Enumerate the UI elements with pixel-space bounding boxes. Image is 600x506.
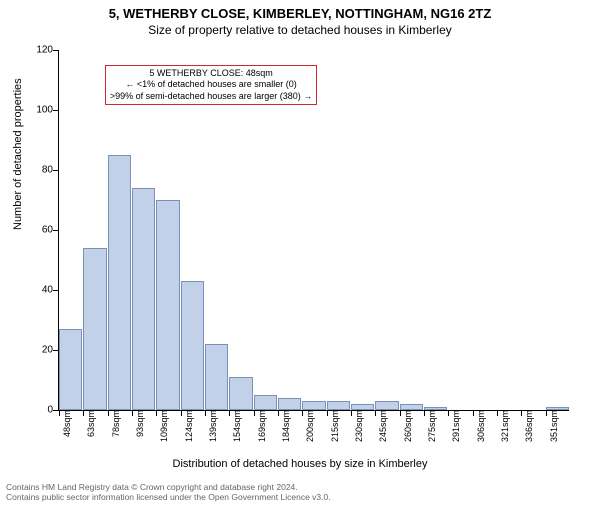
x-tick-label: 63sqm [86, 410, 96, 437]
y-tick [53, 50, 59, 51]
x-tick [546, 410, 547, 416]
bar [132, 188, 155, 410]
x-axis-title: Distribution of detached houses by size … [0, 458, 600, 470]
x-tick-label: 351sqm [549, 410, 559, 442]
x-tick-label: 260sqm [403, 410, 413, 442]
x-tick-label: 230sqm [354, 410, 364, 442]
x-tick-label: 93sqm [135, 410, 145, 437]
x-tick [351, 410, 352, 416]
x-tick [59, 410, 60, 416]
x-tick [497, 410, 498, 416]
y-tick-label: 40 [23, 285, 53, 296]
annotation-box: 5 WETHERBY CLOSE: 48sqm← <1% of detached… [105, 65, 317, 105]
x-tick [254, 410, 255, 416]
x-tick [181, 410, 182, 416]
x-tick [83, 410, 84, 416]
y-tick [53, 110, 59, 111]
attrib-line1: Contains HM Land Registry data © Crown c… [6, 482, 594, 492]
y-tick-label: 120 [23, 45, 53, 56]
y-tick-label: 100 [23, 105, 53, 116]
x-tick [375, 410, 376, 416]
y-tick [53, 170, 59, 171]
x-tick-label: 124sqm [184, 410, 194, 442]
y-tick-label: 60 [23, 225, 53, 236]
x-tick-label: 48sqm [62, 410, 72, 437]
x-tick-label: 215sqm [330, 410, 340, 442]
bar [229, 377, 252, 410]
x-tick [400, 410, 401, 416]
y-tick-label: 80 [23, 165, 53, 176]
x-tick-label: 78sqm [111, 410, 121, 437]
x-tick-label: 139sqm [208, 410, 218, 442]
x-tick-label: 184sqm [281, 410, 291, 442]
bar [181, 281, 204, 410]
plot-inner: 02040608010012048sqm63sqm78sqm93sqm109sq… [58, 50, 569, 411]
x-tick [327, 410, 328, 416]
bar [108, 155, 131, 410]
x-tick [424, 410, 425, 416]
bar [327, 401, 350, 410]
x-tick [521, 410, 522, 416]
bar [205, 344, 228, 410]
bar [156, 200, 179, 410]
annot-line: >99% of semi-detached houses are larger … [110, 91, 312, 102]
attribution: Contains HM Land Registry data © Crown c… [6, 482, 594, 502]
x-tick [132, 410, 133, 416]
y-tick [53, 290, 59, 291]
x-tick-label: 336sqm [524, 410, 534, 442]
x-tick-label: 291sqm [451, 410, 461, 442]
x-tick-label: 154sqm [232, 410, 242, 442]
y-axis-title: Number of detached properties [12, 78, 24, 230]
x-tick [448, 410, 449, 416]
plot-area: 02040608010012048sqm63sqm78sqm93sqm109sq… [58, 50, 588, 430]
y-tick [53, 230, 59, 231]
chart-title-address: 5, WETHERBY CLOSE, KIMBERLEY, NOTTINGHAM… [0, 6, 600, 21]
bar [59, 329, 82, 410]
bar [254, 395, 277, 410]
x-tick [473, 410, 474, 416]
x-tick-label: 275sqm [427, 410, 437, 442]
x-tick [108, 410, 109, 416]
bar [302, 401, 325, 410]
x-tick-label: 109sqm [159, 410, 169, 442]
bar [375, 401, 398, 410]
x-tick [229, 410, 230, 416]
y-tick-label: 0 [23, 405, 53, 416]
x-tick-label: 200sqm [305, 410, 315, 442]
annot-line: ← <1% of detached houses are smaller (0) [110, 79, 312, 90]
x-tick-label: 306sqm [476, 410, 486, 442]
x-tick [205, 410, 206, 416]
chart-title-sub: Size of property relative to detached ho… [0, 23, 600, 37]
annot-line: 5 WETHERBY CLOSE: 48sqm [110, 68, 312, 79]
x-tick [302, 410, 303, 416]
bar [278, 398, 301, 410]
x-tick-label: 245sqm [378, 410, 388, 442]
x-tick [278, 410, 279, 416]
bar [83, 248, 106, 410]
y-tick-label: 20 [23, 345, 53, 356]
attrib-line2: Contains public sector information licen… [6, 492, 594, 502]
x-tick-label: 169sqm [257, 410, 267, 442]
x-tick-label: 321sqm [500, 410, 510, 442]
x-tick [156, 410, 157, 416]
